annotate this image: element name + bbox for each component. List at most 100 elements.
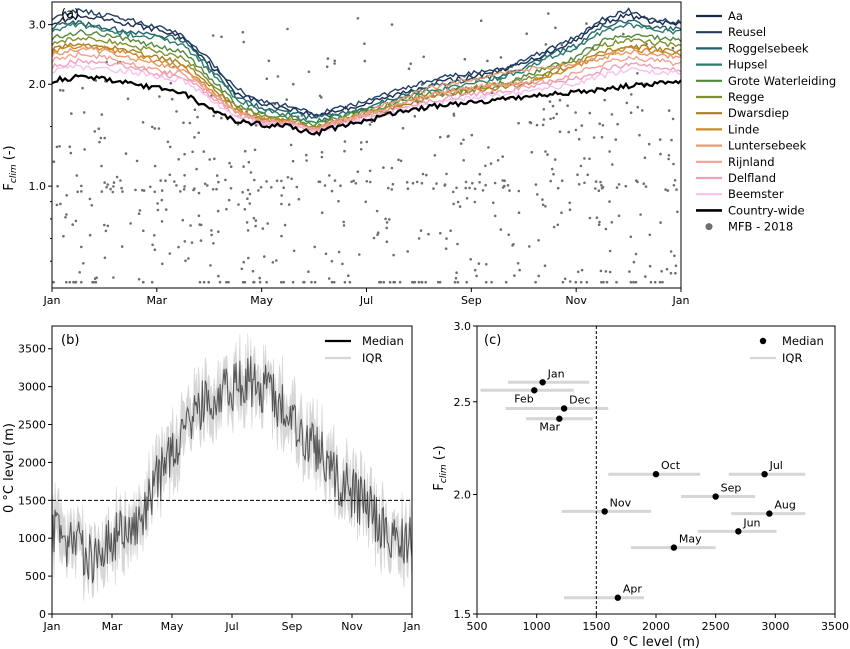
mfb-point (388, 218, 391, 221)
mfb-point (119, 179, 122, 182)
mfb-point (137, 212, 141, 215)
mfb-point (552, 172, 555, 176)
mfb-point (343, 140, 347, 143)
mfb-point (537, 274, 540, 278)
mfb-point (558, 98, 562, 102)
legend-label: Rijnland (728, 155, 775, 169)
mfb-point (411, 181, 415, 185)
mfb-point (579, 164, 583, 168)
mfb-point (359, 141, 363, 144)
mfb-point (184, 259, 187, 263)
mfb-point (80, 280, 83, 284)
mfb-point (556, 223, 560, 227)
mfb-point (263, 255, 266, 258)
mfb-point (320, 155, 324, 159)
mfb-point (271, 261, 275, 264)
mfb-point (506, 184, 510, 187)
mfb-point (82, 111, 86, 114)
x-tick-label: Mar (102, 620, 123, 633)
mfb-point (617, 183, 621, 186)
mfb-point (649, 280, 653, 284)
mfb-point (675, 188, 678, 191)
mfb-point (153, 190, 156, 194)
mfb-point (286, 27, 289, 31)
panel-a-axes: 1.0 2.0 3.0 Jan Mar May Jul Sep Nov Jan (29, 1, 690, 307)
mfb-point (560, 179, 564, 182)
mfb-point (216, 209, 220, 213)
mfb-point (325, 65, 329, 68)
mfb-point (182, 121, 185, 124)
mfb-point (484, 183, 487, 187)
mfb-point (401, 126, 405, 130)
mfb-point (499, 228, 503, 231)
mfb-point (150, 280, 154, 284)
mfb-point (74, 219, 78, 223)
mfb-point (550, 167, 554, 171)
mfb-point (630, 93, 633, 96)
mfb-point (343, 280, 347, 284)
mfb-point (672, 184, 676, 187)
mfb-point (543, 264, 547, 268)
median-point (539, 379, 546, 386)
mfb-point (585, 22, 588, 25)
mfb-point (161, 262, 164, 266)
panel-c-axes: 500 1000 1500 2000 2500 3000 3500 1.5 2.0 2.5 3.0 (454, 320, 850, 633)
mfb-point (484, 280, 488, 284)
mfb-point (634, 280, 638, 284)
mfb-point (608, 150, 611, 153)
mfb-point (333, 179, 337, 182)
mfb-point (149, 185, 152, 189)
mfb-point (209, 264, 212, 267)
mfb-point (534, 280, 537, 284)
mfb-point (574, 111, 577, 114)
mfb-point (94, 280, 98, 284)
mfb-point (164, 208, 168, 211)
series-line-beemster (51, 63, 682, 134)
mfb-point (518, 268, 521, 272)
mfb-point (137, 278, 141, 281)
mfb-point (252, 280, 256, 284)
mfb-point (217, 274, 220, 278)
mfb-point (598, 122, 601, 125)
mfb-point (390, 188, 394, 191)
mfb-point (71, 223, 74, 226)
mfb-point (517, 189, 521, 193)
mfb-point (463, 57, 467, 61)
median-point (766, 510, 773, 517)
mfb-point (177, 158, 180, 161)
mfb-point (653, 280, 657, 284)
mfb-point (78, 271, 81, 274)
mfb-point (245, 221, 249, 224)
mfb-point (248, 202, 252, 205)
mfb-point (420, 181, 424, 185)
month-label: Jul (769, 459, 783, 472)
y-tick-label: 1.0 (29, 180, 47, 193)
mfb-point (669, 271, 673, 275)
mfb-point (217, 180, 220, 184)
mfb-point (129, 222, 132, 225)
month-label: May (679, 533, 702, 546)
mfb-point (449, 229, 452, 232)
mfb-point (258, 276, 262, 280)
mfb-point (586, 173, 589, 177)
mfb-point (342, 220, 346, 224)
mfb-point (267, 59, 271, 63)
mfb-point (376, 233, 379, 237)
mfb-point (203, 182, 207, 186)
panel-a-ylabel-unit: (-) (2, 145, 17, 164)
mfb-point (459, 142, 463, 145)
y-tick-label: 3500 (18, 343, 46, 356)
mfb-point (169, 81, 173, 85)
mfb-point (659, 152, 662, 156)
mfb-point (261, 227, 265, 230)
mfb-point (317, 180, 321, 183)
mfb-point (552, 225, 556, 229)
panel-a-ylabel: Fclim (-) (2, 145, 19, 190)
mfb-point (541, 123, 545, 127)
x-tick-label: May (161, 620, 184, 633)
mfb-point (632, 280, 635, 284)
mfb-point (390, 166, 394, 170)
mfb-point (98, 140, 101, 144)
x-tick-label: Nov (341, 620, 363, 633)
